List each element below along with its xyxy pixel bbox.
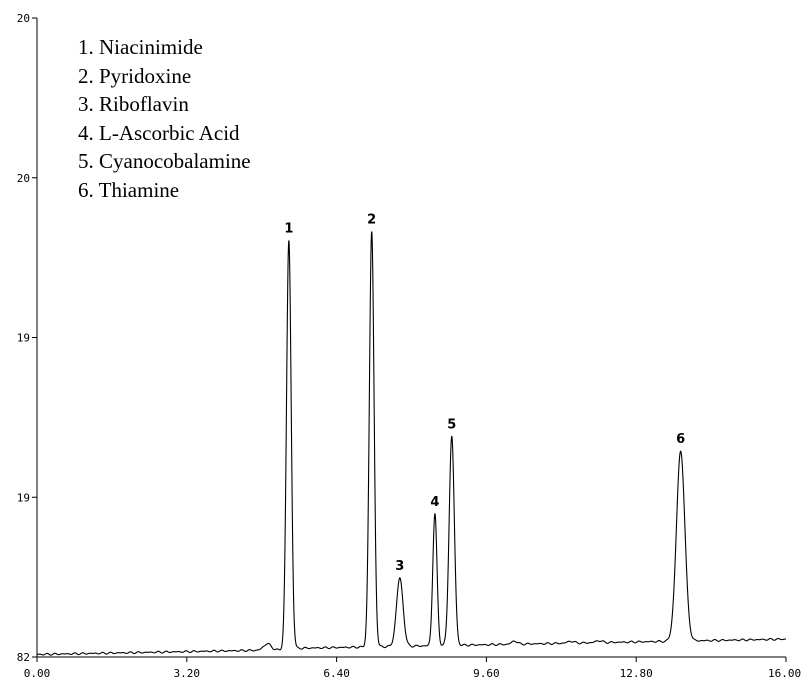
peak-label-3: 3 [395, 559, 404, 574]
x-tick-label: 16.00 [768, 667, 801, 680]
legend-entry-1: 1. Niacinimide [78, 35, 203, 59]
legend-entry-2: 2. Pyridoxine [78, 63, 192, 88]
x-tick-label: 9.60 [473, 667, 500, 680]
x-tick-label: 12.80 [620, 667, 653, 680]
peak-label-2: 2 [367, 212, 376, 227]
peak-legend: 1. Niacinimide 2. Pyridoxine 3. Riboflav… [78, 33, 251, 204]
peak-label-4: 4 [430, 495, 439, 510]
legend-entry-3: 3. Riboflavin [78, 92, 189, 116]
legend-entry-4: 4. L-Ascorbic Acid [78, 120, 240, 145]
chromatogram-trace [37, 231, 787, 656]
y-tick-label: 82 [17, 651, 30, 664]
peak-labels: 1 2 3 4 5 6 [284, 212, 685, 573]
legend-entry-5: 5. Cyanocobalamine [78, 149, 251, 173]
y-tick-label: 19 [17, 491, 30, 504]
y-tick-label: 20 [17, 12, 30, 25]
peak-label-6: 6 [676, 432, 685, 447]
peak-label-5: 5 [447, 417, 456, 432]
x-tick-label: 6.40 [323, 667, 350, 680]
y-tick-label: 19 [17, 332, 30, 345]
y-tick-label: 20 [17, 172, 30, 185]
x-tick-label: 3.20 [174, 667, 201, 680]
legend-entry-6: 6. Thiamine [78, 177, 180, 202]
peak-label-1: 1 [284, 222, 293, 237]
x-tick-label: 0.00 [24, 667, 51, 680]
ticks: 0.00 3.20 6.40 9.60 12.80 16.00 82 19 19 20 20 [17, 12, 801, 680]
